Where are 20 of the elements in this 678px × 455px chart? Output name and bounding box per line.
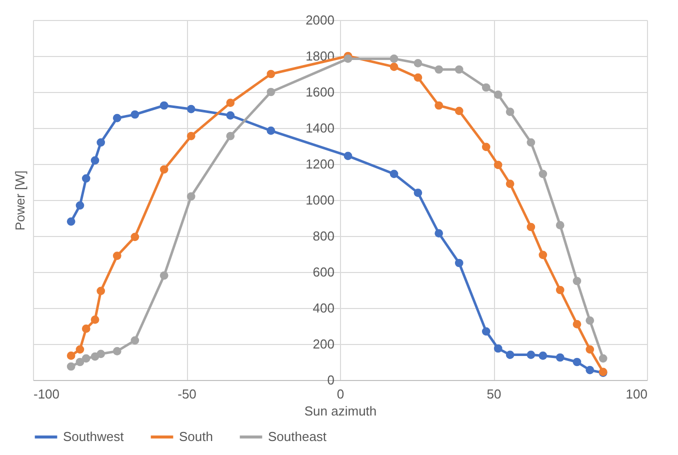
legend-label: Southwest: [63, 429, 124, 444]
y-tick-label: 600: [312, 264, 334, 280]
y-tick-label: 800: [312, 228, 334, 244]
y-tick-label: 0: [327, 372, 334, 388]
x-axis-title: Sun azimuth: [304, 404, 377, 418]
x-tick-label: 100: [626, 386, 648, 402]
x-tick-label: 0: [336, 386, 344, 402]
y-tick-label: 1400: [306, 120, 334, 136]
y-tick-label: 1600: [306, 84, 334, 100]
y-tick-label: 200: [312, 336, 334, 352]
y-tick-label: 1000: [306, 192, 334, 208]
x-tick-label: -100: [34, 386, 60, 402]
y-tick-label: 2000: [306, 12, 334, 28]
legend-label: Southeast: [268, 429, 327, 444]
y-axis-title: Power [W]: [12, 170, 28, 230]
y-tick-label: 400: [312, 300, 334, 316]
x-tick-label: -50: [178, 386, 196, 402]
x-tick-label: 50: [486, 386, 502, 402]
y-tick-label: 1200: [306, 156, 334, 172]
legend-label: South: [179, 429, 213, 444]
